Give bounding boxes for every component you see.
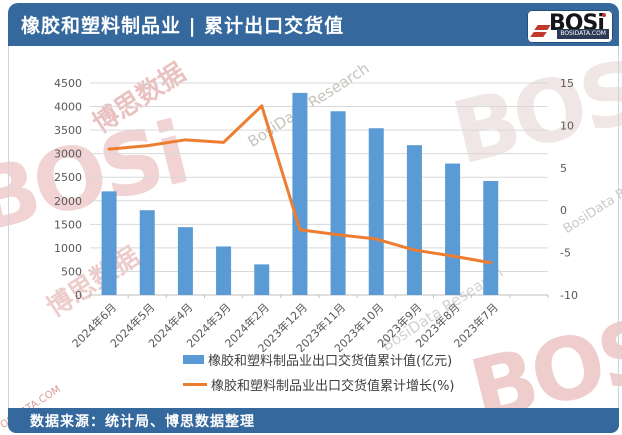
legend-item-bar-series: 橡胶和塑料制品业出口交货值累计值(亿元) [183,350,455,369]
bar [445,163,461,295]
y-right-tick-label: -10 [560,289,578,302]
y-left-tick-label: 0 [75,289,82,302]
y-left-tick-label: 3500 [54,124,82,137]
y-left-tick-label: 1500 [54,218,82,231]
y-right-tick-label: -5 [560,247,571,260]
combo-chart: 0 500 1000 1500 2000 2500 3000 3500 4000 4500 -10 -… [54,77,578,352]
y-right-tick-label: 0 [560,204,567,217]
bar [101,191,117,295]
bar-series-swatch [183,355,204,364]
card-header: 橡胶和塑料制品业 | 累计出口交货值 BOSi BOSIDATA.COM [8,3,619,46]
y-left-tick-label: 500 [61,265,82,278]
card-footer: 数据来源：统计局、博思数据整理 [8,408,619,433]
chart-legend: 橡胶和塑料制品业出口交货值累计值(亿元) 橡胶和塑料制品业出口交货值累计增长(%… [183,350,455,394]
logo-slash-icon [530,32,547,37]
y-right-tick-label: 5 [560,162,567,175]
chart-area: 0 500 1000 1500 2000 2500 3000 3500 4000 4500 -10 -… [8,46,619,408]
bosi-logo: BOSi BOSIDATA.COM [527,10,613,43]
y-left-tick-label: 2500 [54,171,82,184]
y-left-tick-label: 3000 [54,148,82,161]
logo-dot-icon [602,13,606,17]
bar [254,264,270,295]
legend-label: 橡胶和塑料制品业出口交货值累计增长(%) [211,379,455,394]
data-source: 数据来源：统计局、博思数据整理 [30,413,255,430]
legend-item-line-series: 橡胶和塑料制品业出口交货值累计增长(%) [183,375,455,394]
y-left-tick-label: 2000 [54,195,82,208]
bar [216,246,232,295]
bar [139,210,155,295]
y-right-tick-label: 10 [560,119,574,132]
y-left-tick-label: 4500 [54,77,82,90]
growth-line [107,104,493,265]
legend-label: 橡胶和塑料制品业出口交货值累计值(亿元) [208,354,453,369]
y-left-tick-label: 1000 [54,242,82,255]
logo-domain: BOSIDATA.COM [557,29,609,39]
y-left-tick-label: 4000 [54,101,82,114]
line-series-swatch [183,383,207,386]
bar [406,145,422,295]
bar [483,180,499,295]
bar [330,111,346,296]
page-title: 橡胶和塑料制品业 | 累计出口交货值 [21,15,345,37]
bar [292,92,308,295]
bar [177,227,193,295]
y-right-tick-label: 15 [560,77,574,90]
bar [368,128,384,295]
report-card: 橡胶和塑料制品业 | 累计出口交货值 BOSi BOSIDATA.COM 0 50… [8,3,619,433]
